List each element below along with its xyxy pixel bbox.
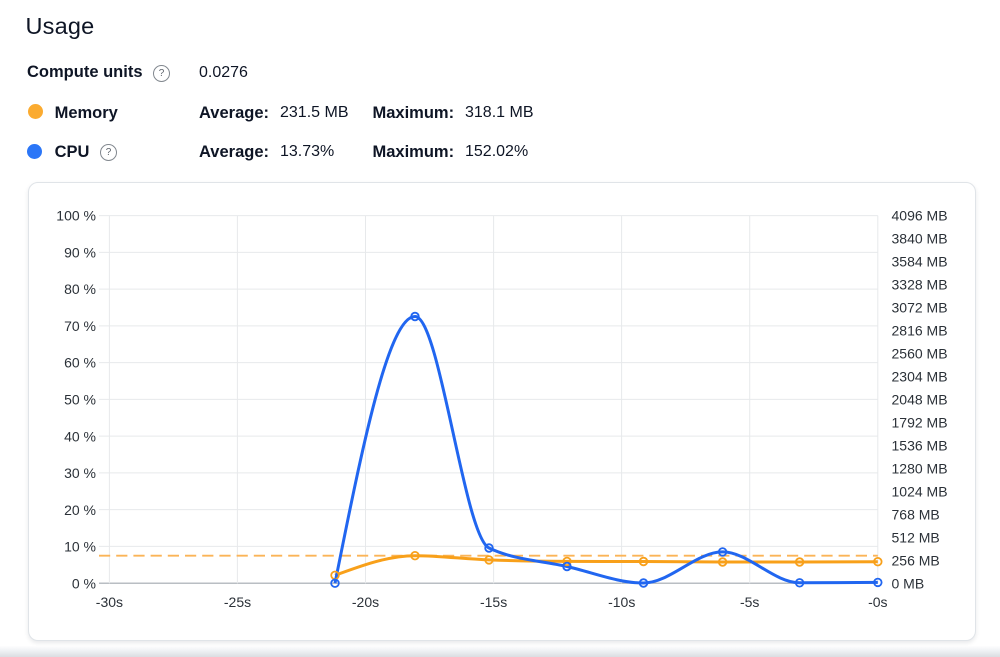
svg-text:-15s: -15s bbox=[480, 594, 507, 610]
svg-text:80 %: 80 % bbox=[64, 281, 96, 297]
svg-text:30 %: 30 % bbox=[64, 465, 96, 481]
svg-text:768 MB: 768 MB bbox=[892, 506, 940, 522]
svg-text:50 %: 50 % bbox=[64, 392, 96, 408]
svg-text:256 MB: 256 MB bbox=[892, 552, 940, 568]
svg-text:1536 MB: 1536 MB bbox=[892, 438, 948, 454]
svg-text:0 %: 0 % bbox=[72, 575, 96, 591]
svg-text:90 %: 90 % bbox=[64, 245, 96, 261]
svg-text:2304 MB: 2304 MB bbox=[892, 369, 948, 385]
svg-text:2560 MB: 2560 MB bbox=[892, 346, 948, 362]
svg-text:0 MB: 0 MB bbox=[892, 575, 925, 591]
svg-text:-20s: -20s bbox=[352, 594, 379, 610]
svg-text:-30s: -30s bbox=[96, 594, 123, 610]
svg-text:3840 MB: 3840 MB bbox=[892, 231, 948, 247]
svg-text:10 %: 10 % bbox=[64, 539, 96, 555]
svg-text:60 %: 60 % bbox=[64, 355, 96, 371]
svg-text:40 %: 40 % bbox=[64, 428, 96, 444]
svg-text:-10s: -10s bbox=[608, 594, 635, 610]
svg-text:4096 MB: 4096 MB bbox=[892, 208, 948, 224]
svg-text:-5s: -5s bbox=[740, 594, 759, 610]
svg-text:2816 MB: 2816 MB bbox=[892, 323, 948, 339]
svg-text:512 MB: 512 MB bbox=[892, 529, 940, 545]
svg-text:1792 MB: 1792 MB bbox=[892, 415, 948, 431]
svg-text:1024 MB: 1024 MB bbox=[892, 483, 948, 499]
svg-text:70 %: 70 % bbox=[64, 318, 96, 334]
svg-text:1280 MB: 1280 MB bbox=[892, 460, 948, 476]
svg-text:-0s: -0s bbox=[868, 594, 887, 610]
svg-text:-25s: -25s bbox=[224, 594, 251, 610]
svg-text:20 %: 20 % bbox=[64, 502, 96, 518]
svg-text:2048 MB: 2048 MB bbox=[892, 392, 948, 408]
svg-text:3072 MB: 3072 MB bbox=[892, 300, 948, 316]
svg-text:3328 MB: 3328 MB bbox=[892, 277, 948, 293]
svg-text:100 %: 100 % bbox=[56, 208, 96, 224]
svg-text:3584 MB: 3584 MB bbox=[892, 254, 948, 270]
